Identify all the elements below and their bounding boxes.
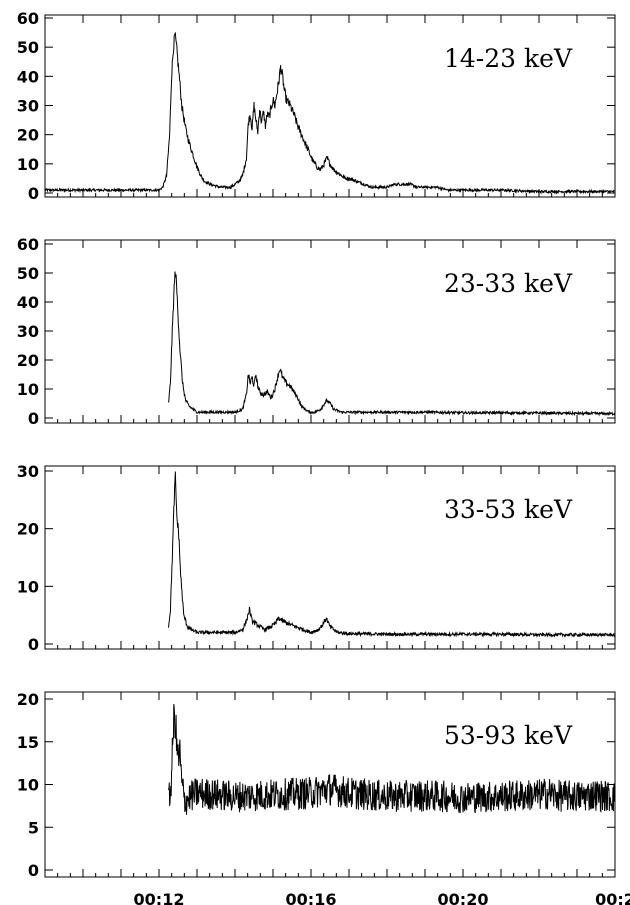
y-tick-label: 20 bbox=[17, 690, 39, 709]
y-tick-label: 20 bbox=[17, 126, 39, 145]
band-label: 23-33 keV bbox=[444, 269, 573, 298]
panel-3: 0 10 20 30 33-53 keV bbox=[17, 462, 616, 654]
y-tick-label: 30 bbox=[17, 462, 39, 481]
plot-frame bbox=[44, 14, 616, 198]
panel-4: 0 5 10 15 20 00:12 00:16 00:20 00:2 53-93 keV bbox=[17, 690, 630, 905]
y-tick-label: 30 bbox=[17, 322, 39, 341]
y-tick-label: 0 bbox=[28, 184, 39, 203]
plot-frame bbox=[44, 465, 616, 650]
plot-frame bbox=[44, 239, 616, 424]
panel-2: 0 10 20 30 40 50 60 23-33 keV bbox=[17, 235, 616, 428]
count-rate-series bbox=[168, 704, 616, 815]
y-tick-label: 5 bbox=[28, 818, 39, 837]
y-tick-label: 20 bbox=[17, 351, 39, 370]
band-label: 33-53 keV bbox=[444, 495, 573, 524]
y-tick-label: 60 bbox=[17, 235, 39, 254]
y-tick-label: 10 bbox=[17, 577, 39, 596]
y-tick-label: 10 bbox=[17, 380, 39, 399]
y-tick-label: 10 bbox=[17, 155, 39, 174]
y-tick-label: 15 bbox=[17, 733, 39, 752]
panel-1: 0 10 20 30 40 50 60 14-23 keV bbox=[17, 9, 616, 203]
y-tick-label: 40 bbox=[17, 293, 39, 312]
y-tick-label: 40 bbox=[17, 67, 39, 86]
y-tick-label: 0 bbox=[28, 861, 39, 880]
y-tick-label: 30 bbox=[17, 97, 39, 116]
band-label: 14-23 keV bbox=[444, 44, 573, 73]
y-tick-label: 50 bbox=[17, 38, 39, 57]
x-tick-label: 00:2 bbox=[595, 890, 630, 905]
y-tick-label: 0 bbox=[28, 635, 39, 654]
count-rate-series bbox=[44, 32, 616, 195]
count-rate-series bbox=[168, 471, 616, 638]
y-tick-label: 0 bbox=[28, 409, 39, 428]
x-tick-label: 00:16 bbox=[286, 890, 337, 905]
x-tick-label: 00:20 bbox=[438, 890, 489, 905]
y-tick-label: 60 bbox=[17, 9, 39, 28]
y-tick-label: 20 bbox=[17, 520, 39, 539]
x-tick-label: 00:12 bbox=[134, 890, 185, 905]
band-label: 53-93 keV bbox=[444, 721, 573, 750]
count-rate-series bbox=[168, 271, 616, 417]
y-tick-label: 50 bbox=[17, 264, 39, 283]
y-tick-label: 10 bbox=[17, 776, 39, 795]
